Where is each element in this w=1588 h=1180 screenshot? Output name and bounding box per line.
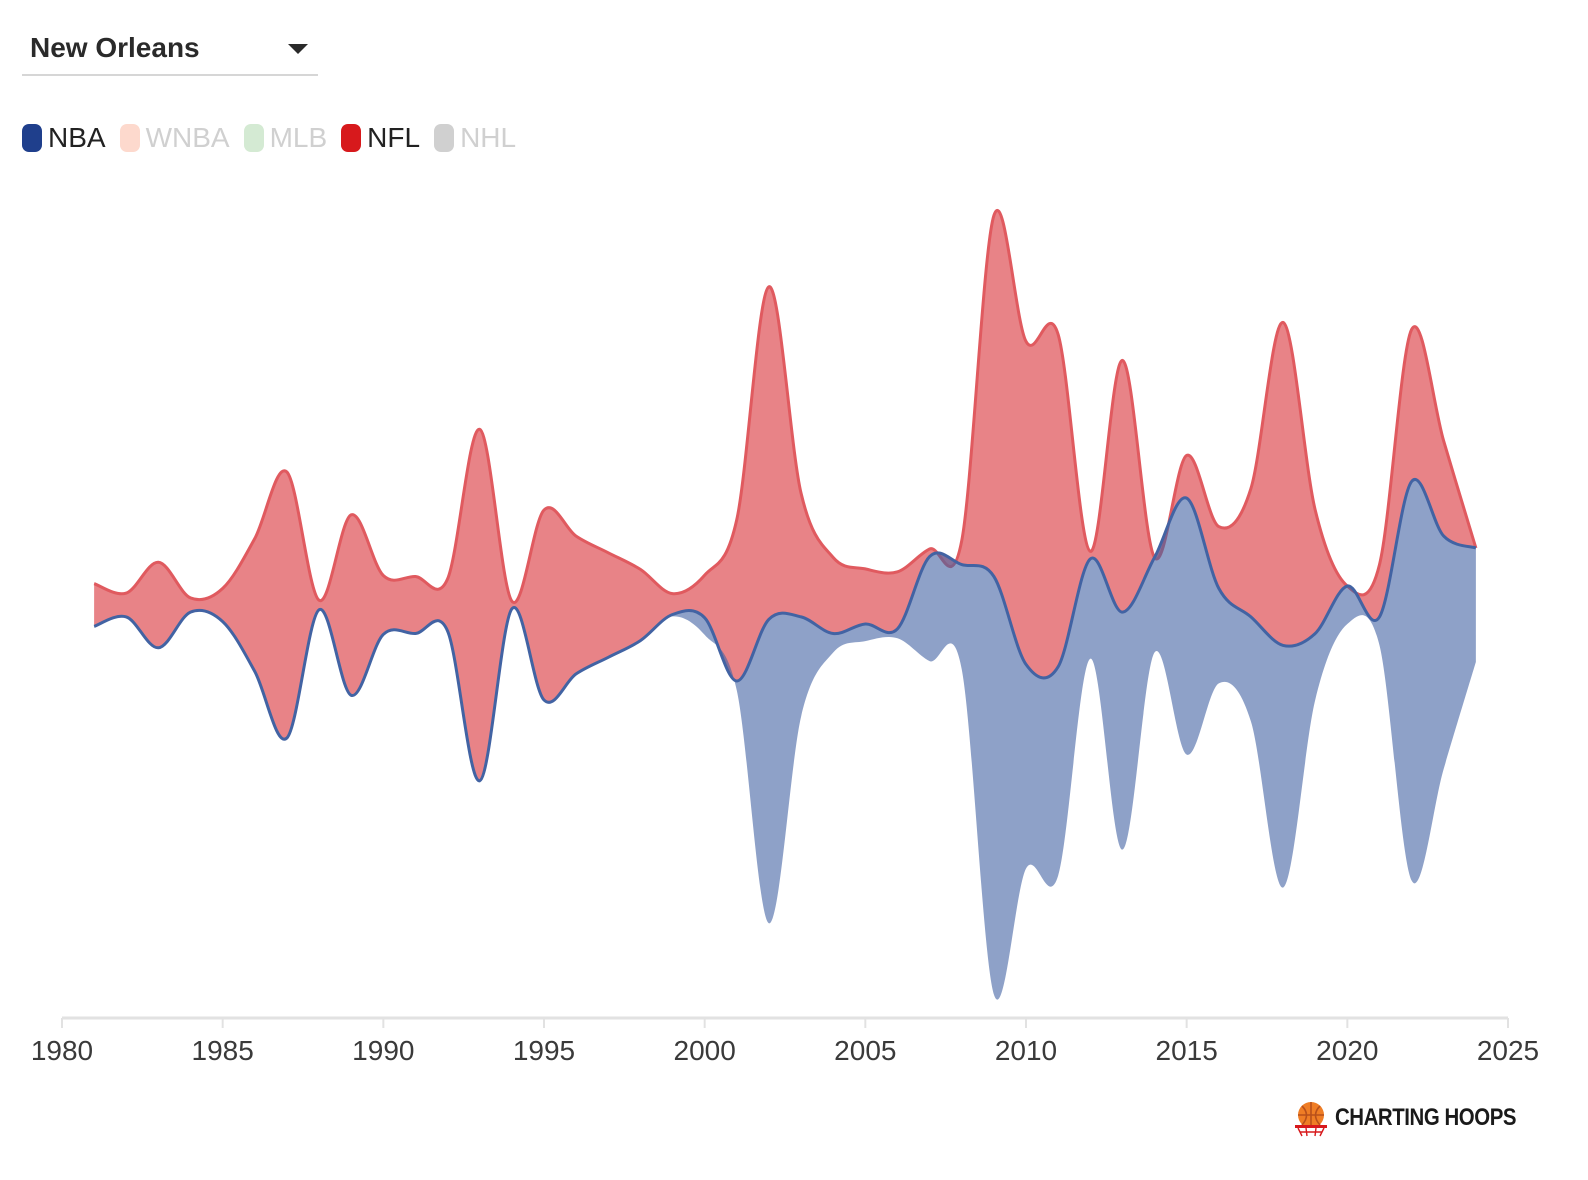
x-tick-label-2010: 2010 [995, 1035, 1057, 1066]
x-tick-label-2005: 2005 [834, 1035, 896, 1066]
legend-item-wnba[interactable]: WNBA [119, 122, 230, 154]
legend-swatch-nfl [341, 124, 362, 152]
legend-item-mlb[interactable]: MLB [243, 122, 328, 154]
x-tick-label-2015: 2015 [1156, 1035, 1218, 1066]
stream-outline-nfl [93, 209, 1478, 604]
x-tick-label-2025: 2025 [1477, 1035, 1539, 1066]
x-tick-label-1985: 1985 [192, 1035, 254, 1066]
legend-swatch-mlb [243, 124, 264, 152]
stream-band-nfl[interactable] [94, 210, 1476, 781]
x-tick-label-2000: 2000 [674, 1035, 736, 1066]
chevron-down-icon [288, 44, 308, 54]
legend-label-wnba: WNBA [145, 122, 230, 153]
x-tick-label-1995: 1995 [513, 1035, 575, 1066]
x-tick-label-1980: 1980 [31, 1035, 93, 1066]
brand-name: CHARTING HOOPS [1334, 1104, 1517, 1131]
streamgraph-chart: 1980 1985 1990 1995 2000 2005 2010 2015 2020 2025 [31, 209, 1539, 1066]
legend-item-nba[interactable]: NBA [22, 122, 106, 154]
legend-label-nhl: NHL [460, 122, 517, 153]
stream-outline-nba [93, 477, 1477, 783]
legend-label-nba: NBA [48, 122, 106, 153]
brand-logo: CHARTING HOOPS [1291, 1098, 1548, 1138]
legend-swatch-nhl [434, 124, 455, 152]
x-tick-label-1990: 1990 [352, 1035, 414, 1066]
legend-label-nfl: NFL [367, 122, 421, 153]
legend-item-nhl[interactable]: NHL [434, 122, 516, 154]
x-tick-label-2020: 2020 [1316, 1035, 1378, 1066]
legend-swatch-wnba [119, 124, 140, 152]
legend-swatch-nba [22, 124, 42, 152]
basketball-hoop-icon [1294, 1102, 1327, 1137]
city-dropdown[interactable]: New Orleans [22, 22, 318, 76]
legend-label-mlb: MLB [269, 122, 328, 153]
city-dropdown-label: New Orleans [30, 32, 200, 63]
legend: NBA WNBA MLB NFL NHL [22, 120, 530, 156]
stream-band-nba[interactable] [94, 479, 1476, 1000]
legend-item-nfl[interactable]: NFL [341, 122, 420, 154]
